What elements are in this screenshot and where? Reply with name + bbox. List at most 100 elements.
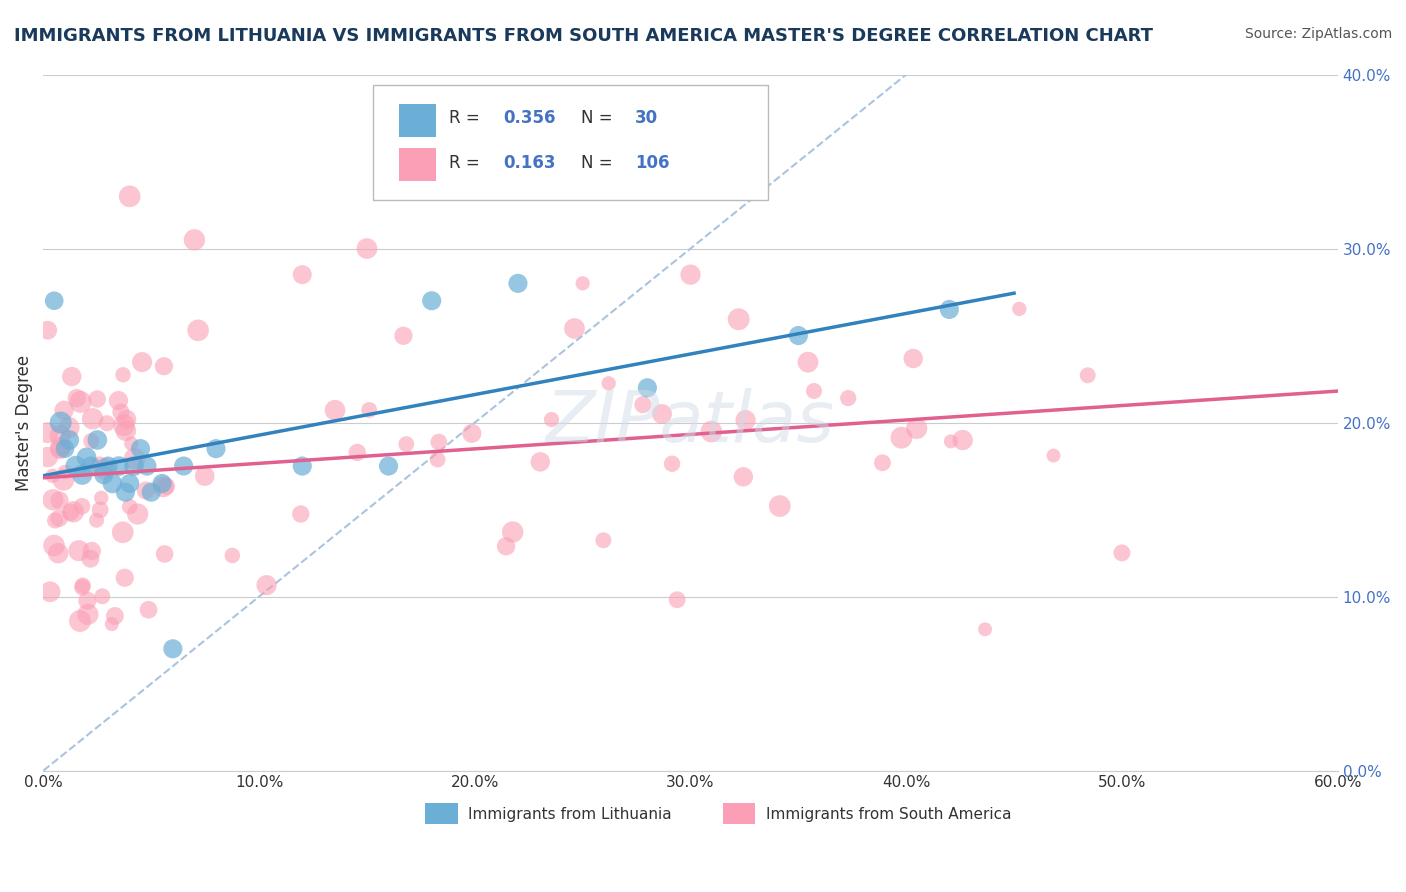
Point — [205, 442, 228, 456]
Point — [120, 436, 142, 450]
Point — [939, 434, 962, 449]
Point — [111, 368, 134, 382]
Point — [49, 428, 72, 442]
Point — [636, 381, 658, 395]
Text: 30: 30 — [636, 110, 658, 128]
Point — [62, 505, 84, 519]
Point — [797, 355, 820, 369]
Text: N =: N = — [581, 110, 617, 128]
Point — [44, 293, 66, 308]
Point — [86, 433, 108, 447]
Point — [495, 539, 517, 553]
Text: ZIPatlas: ZIPatlas — [546, 388, 835, 457]
Point — [76, 594, 98, 608]
Point — [42, 539, 65, 553]
Point — [153, 547, 176, 561]
Point — [115, 412, 138, 426]
Point — [49, 416, 72, 430]
Point — [90, 491, 112, 505]
Point — [93, 467, 115, 482]
Point — [59, 505, 82, 519]
Point — [127, 507, 149, 521]
Point — [67, 543, 90, 558]
Point — [39, 584, 62, 599]
Point — [53, 403, 76, 417]
Point — [48, 493, 70, 508]
Point — [733, 470, 755, 484]
Point — [155, 479, 177, 493]
FancyBboxPatch shape — [425, 804, 457, 824]
Point — [37, 425, 59, 440]
Point — [135, 483, 157, 498]
Point — [89, 503, 111, 517]
Point — [58, 433, 80, 447]
Text: Immigrants from Lithuania: Immigrants from Lithuania — [468, 807, 672, 822]
Point — [110, 405, 132, 419]
Point — [194, 469, 217, 483]
Point — [69, 614, 91, 628]
Point — [356, 242, 378, 256]
Point — [65, 458, 87, 473]
Point — [46, 546, 69, 560]
Point — [58, 420, 80, 434]
Point — [872, 456, 894, 470]
FancyBboxPatch shape — [723, 804, 755, 824]
Point — [89, 458, 111, 473]
Point — [803, 384, 825, 398]
Point — [661, 457, 683, 471]
Point — [107, 393, 129, 408]
Point — [420, 293, 443, 308]
Point — [150, 476, 173, 491]
Point — [69, 395, 91, 409]
Point — [86, 392, 108, 406]
Point — [666, 592, 689, 607]
Point — [787, 328, 810, 343]
Point — [727, 312, 749, 326]
Point — [359, 403, 381, 417]
Point — [1008, 301, 1031, 316]
Point — [974, 623, 997, 637]
FancyBboxPatch shape — [374, 85, 768, 200]
Point — [44, 514, 66, 528]
FancyBboxPatch shape — [399, 147, 436, 181]
Point — [124, 451, 146, 466]
Point — [77, 607, 100, 622]
Point — [173, 458, 195, 473]
Point — [221, 549, 243, 563]
Point — [1077, 368, 1099, 383]
Y-axis label: Master's Degree: Master's Degree — [15, 354, 32, 491]
Text: 0.356: 0.356 — [503, 110, 555, 128]
Point — [53, 442, 76, 456]
Point — [905, 421, 928, 435]
Text: IMMIGRANTS FROM LITHUANIA VS IMMIGRANTS FROM SOUTH AMERICA MASTER'S DEGREE CORRE: IMMIGRANTS FROM LITHUANIA VS IMMIGRANTS … — [14, 27, 1153, 45]
Point — [111, 525, 134, 540]
Point — [86, 513, 108, 527]
Point — [426, 452, 449, 467]
Point — [598, 376, 620, 391]
Point — [564, 321, 586, 335]
Text: Immigrants from South America: Immigrants from South America — [766, 807, 1011, 822]
Point — [112, 418, 135, 433]
Point — [101, 617, 124, 632]
Point — [42, 492, 65, 507]
Point — [890, 431, 912, 445]
Point — [91, 589, 114, 603]
Point — [129, 442, 152, 456]
Point — [1111, 546, 1133, 560]
Point — [427, 435, 450, 450]
Point — [118, 500, 141, 514]
Point — [80, 434, 103, 448]
Point — [540, 412, 562, 426]
Point — [291, 268, 314, 282]
Point — [346, 445, 368, 459]
Point — [80, 458, 103, 473]
Point — [49, 440, 72, 454]
FancyBboxPatch shape — [399, 103, 436, 137]
Point — [153, 359, 176, 374]
Point — [96, 416, 118, 430]
Point — [679, 268, 702, 282]
Point — [377, 458, 399, 473]
Point — [52, 473, 75, 487]
Point — [938, 302, 960, 317]
Point — [60, 369, 83, 384]
